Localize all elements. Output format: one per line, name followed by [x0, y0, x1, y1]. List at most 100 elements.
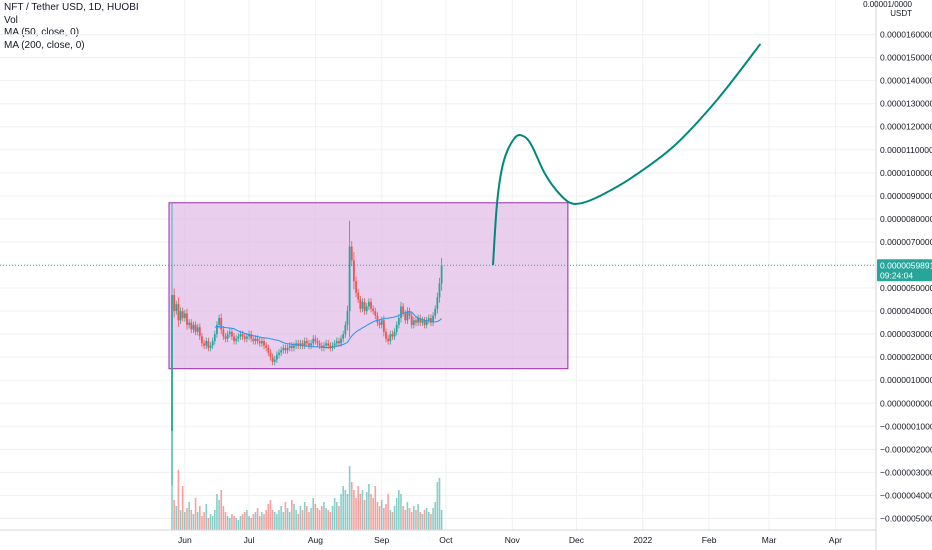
volume-bar	[385, 504, 387, 530]
symbol-title[interactable]: NFT / Tether USD, 1D, HUOBI	[4, 2, 139, 13]
candle-body	[380, 320, 383, 325]
volume-bar	[303, 502, 306, 530]
volume-bar	[355, 498, 357, 530]
volume-bar	[323, 502, 325, 530]
candle-body	[316, 341, 319, 344]
volume-bar	[374, 486, 377, 530]
x-tick-label: Nov	[505, 535, 521, 545]
volume-bar	[408, 508, 411, 530]
volume-bar	[218, 500, 220, 530]
candle-body	[179, 311, 182, 321]
volume-bar	[216, 494, 218, 530]
volume-bar	[370, 494, 372, 530]
volume-bar	[184, 512, 186, 530]
volume-bar	[269, 500, 272, 530]
volume-bar	[284, 502, 287, 530]
volume-bar	[348, 466, 351, 530]
candle-body	[273, 359, 276, 362]
candle-body	[355, 281, 357, 293]
volume-bar	[398, 490, 400, 530]
candle-body	[387, 338, 390, 342]
candle-body	[389, 334, 392, 342]
ma200-indicator-label[interactable]: MA (200, close, 0)	[4, 39, 85, 51]
candle-body	[252, 338, 255, 342]
candle-body	[301, 343, 304, 346]
volume-bar	[265, 510, 267, 530]
candle-body	[340, 338, 342, 344]
candle-body	[211, 341, 214, 346]
candle-body	[228, 331, 231, 335]
volume-bar	[295, 510, 297, 530]
volume-bar	[282, 512, 285, 530]
x-tick-label: Feb	[702, 535, 717, 545]
candle-body	[338, 341, 340, 344]
candle-body	[412, 320, 415, 325]
candle-body	[440, 265, 443, 284]
candle-body	[423, 320, 426, 325]
candle-body	[374, 311, 377, 316]
volume-bar	[318, 510, 321, 530]
vol-indicator-label[interactable]: Vol	[4, 14, 18, 26]
candle-body	[243, 336, 246, 339]
volume-bar	[423, 510, 426, 530]
y-tick-label: 0.0000150000	[880, 53, 932, 63]
y-tick-label: −0.0000040000	[880, 490, 932, 500]
volume-bar	[201, 516, 203, 530]
candle-body	[203, 343, 205, 346]
volume-bar	[226, 516, 229, 530]
candle-body	[329, 345, 332, 348]
candle-body	[402, 306, 405, 314]
candle-body	[260, 341, 263, 344]
y-tick-label: −0.0000010000	[880, 421, 932, 431]
candle-body	[397, 318, 400, 325]
volume-bar	[293, 504, 295, 530]
volume-bar	[220, 490, 223, 530]
candle-body	[359, 299, 362, 309]
chart-legend: NFT / Tether USD, 1D, HUOBI Vol MA (50, …	[4, 2, 139, 52]
candle-body	[275, 354, 278, 360]
candle-body	[365, 306, 368, 312]
y-tick-label: 0.0000010000	[880, 375, 932, 385]
volume-bar	[246, 510, 248, 530]
candle-body	[370, 301, 372, 309]
volume-bar	[192, 514, 195, 530]
candle-body	[425, 320, 428, 325]
volume-bar	[380, 500, 383, 530]
x-tick-label: Apr	[829, 535, 842, 545]
candle-body	[376, 315, 379, 323]
volume-bar	[316, 508, 319, 530]
candle-body	[226, 334, 229, 339]
volume-bar	[419, 512, 422, 530]
candle-body	[254, 338, 257, 342]
y-axis-title: 0.00001/0000	[863, 0, 912, 9]
volume-bar	[271, 510, 274, 530]
candle-body	[222, 329, 225, 337]
candle-body	[194, 324, 197, 332]
volume-bar	[327, 510, 330, 530]
ma50-indicator-label[interactable]: MA (50, close, 0)	[4, 27, 80, 38]
volume-bar	[306, 506, 308, 530]
candle-body	[434, 308, 437, 316]
volume-bar	[224, 512, 227, 530]
candle-body	[363, 301, 366, 312]
volume-bar	[365, 492, 368, 530]
candle-body	[372, 308, 375, 312]
candle-body	[235, 338, 238, 342]
candle-body	[239, 334, 242, 337]
candle-body	[325, 343, 327, 346]
volume-bar	[310, 508, 312, 530]
candle-body	[256, 338, 259, 342]
candle-body	[186, 313, 188, 325]
candle-body	[303, 341, 306, 346]
volume-bar	[248, 516, 250, 530]
candle-body	[430, 318, 432, 323]
y-tick-label: 0.0000110000	[880, 145, 932, 155]
candle-body	[438, 283, 441, 298]
volume-bar	[209, 514, 212, 530]
volume-bar	[404, 510, 407, 530]
y-tick-label: 0.0000100000	[880, 168, 932, 178]
candle-body	[288, 345, 291, 348]
volume-bar	[239, 516, 242, 530]
volume-bar	[436, 482, 439, 530]
